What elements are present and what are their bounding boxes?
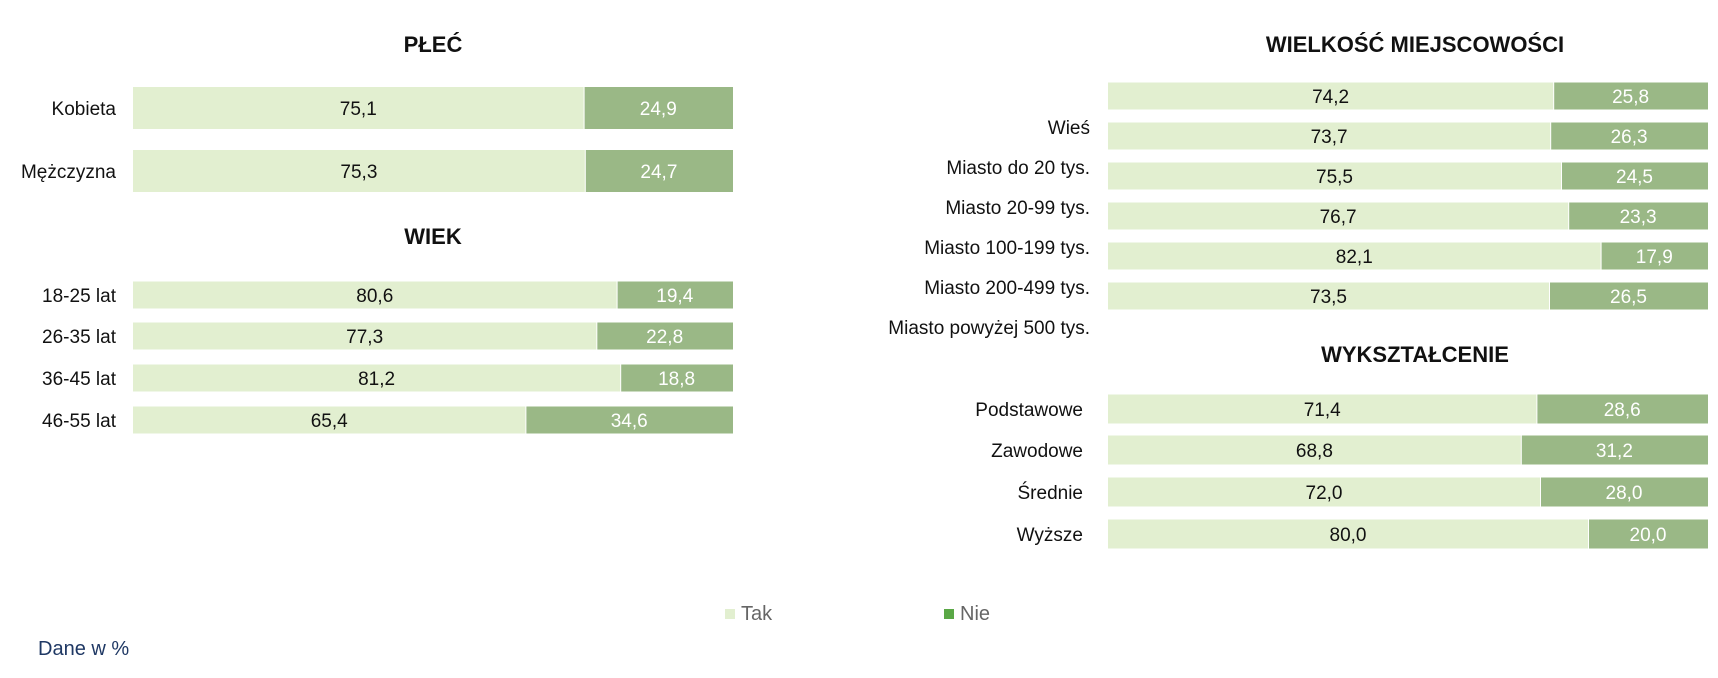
data-label-tak: 65,4 bbox=[311, 411, 348, 432]
legend-label: Tak bbox=[741, 603, 773, 625]
data-label-nie: 19,4 bbox=[656, 286, 693, 307]
category-label: Podstawowe bbox=[975, 400, 1083, 421]
data-label-tak: 73,5 bbox=[1310, 287, 1347, 308]
data-label-tak: 82,1 bbox=[1336, 247, 1373, 268]
bar-segment-nie bbox=[597, 322, 733, 350]
category-label: Wieś bbox=[1048, 118, 1090, 139]
data-label-tak: 68,8 bbox=[1296, 441, 1333, 462]
bar-segment-tak bbox=[1108, 282, 1549, 310]
category-label: 26-35 lat bbox=[42, 327, 117, 348]
category-label: Zawodowe bbox=[991, 441, 1083, 462]
data-label-nie: 24,9 bbox=[640, 99, 677, 120]
panel-title: PŁEĆ bbox=[404, 32, 463, 57]
bar-segment-nie bbox=[584, 87, 733, 129]
data-unit-note: Dane w % bbox=[38, 638, 130, 660]
bar-segment-tak bbox=[1108, 82, 1554, 110]
bar-segment-tak bbox=[1108, 477, 1540, 507]
panel-title: WIELKOŚĆ MIEJSCOWOŚCI bbox=[1266, 32, 1564, 57]
category-label: Kobieta bbox=[52, 99, 117, 120]
data-label-tak: 72,0 bbox=[1306, 483, 1343, 504]
data-label-nie: 20,0 bbox=[1630, 525, 1667, 546]
bar-segment-nie bbox=[526, 406, 733, 434]
category-label: Miasto 20-99 tys. bbox=[945, 198, 1090, 219]
data-label-tak: 81,2 bbox=[358, 369, 395, 390]
bar-segment-nie bbox=[1554, 82, 1708, 110]
bar-segment-nie bbox=[1521, 435, 1708, 465]
data-label-nie: 18,8 bbox=[658, 369, 695, 390]
panel-title: WYKSZTAŁCENIE bbox=[1321, 342, 1509, 367]
bar-segment-tak bbox=[1108, 122, 1551, 150]
data-label-nie: 26,3 bbox=[1611, 127, 1648, 148]
legend-swatch bbox=[725, 609, 735, 619]
data-label-nie: 22,8 bbox=[646, 327, 683, 348]
data-label-nie: 24,7 bbox=[640, 162, 677, 183]
bar-segment-tak bbox=[1108, 202, 1569, 230]
data-label-nie: 17,9 bbox=[1636, 247, 1673, 268]
category-label: 36-45 lat bbox=[42, 369, 117, 390]
data-label-tak: 71,4 bbox=[1304, 400, 1341, 421]
bar-segment-tak bbox=[133, 281, 617, 309]
legend-swatch bbox=[944, 609, 954, 619]
data-label-tak: 75,3 bbox=[340, 162, 377, 183]
bar-segment-tak bbox=[1108, 242, 1601, 270]
bar-segment-nie bbox=[617, 281, 733, 309]
bar-segment-nie bbox=[1551, 122, 1708, 150]
category-label: Miasto powyżej 500 tys. bbox=[888, 318, 1090, 339]
data-label-tak: 73,7 bbox=[1311, 127, 1348, 148]
data-label-nie: 23,3 bbox=[1620, 207, 1657, 228]
data-label-nie: 28,6 bbox=[1604, 400, 1641, 421]
data-label-nie: 31,2 bbox=[1596, 441, 1633, 462]
data-label-nie: 25,8 bbox=[1612, 87, 1649, 108]
bar-segment-nie bbox=[1569, 202, 1708, 230]
category-label: 18-25 lat bbox=[42, 286, 117, 307]
category-label: Miasto do 20 tys. bbox=[946, 158, 1090, 179]
bar-segment-nie bbox=[621, 364, 733, 392]
data-label-nie: 28,0 bbox=[1606, 483, 1643, 504]
bar-segment-tak bbox=[133, 322, 597, 350]
category-label: Miasto 200-499 tys. bbox=[924, 278, 1090, 299]
data-label-nie: 26,5 bbox=[1610, 287, 1647, 308]
bar-segment-nie bbox=[1550, 282, 1708, 310]
bar-segment-nie bbox=[585, 150, 733, 192]
data-label-tak: 76,7 bbox=[1320, 207, 1357, 228]
category-label: 46-55 lat bbox=[42, 411, 117, 432]
category-label: Średnie bbox=[1018, 482, 1084, 504]
bar-segment-tak bbox=[1108, 394, 1537, 424]
category-label: Mężczyzna bbox=[21, 162, 116, 183]
data-label-tak: 74,2 bbox=[1312, 87, 1349, 108]
bar-segment-tak bbox=[1108, 519, 1588, 549]
data-label-tak: 75,1 bbox=[340, 99, 377, 120]
bar-segment-tak bbox=[133, 364, 621, 392]
legend-label: Nie bbox=[960, 603, 990, 625]
category-label: Miasto 100-199 tys. bbox=[924, 238, 1090, 259]
bar-segment-nie bbox=[1537, 394, 1708, 424]
bar-segment-nie bbox=[1562, 162, 1708, 190]
data-label-tak: 75,5 bbox=[1316, 167, 1353, 188]
data-label-nie: 34,6 bbox=[611, 411, 648, 432]
bar-segment-nie bbox=[1589, 519, 1708, 549]
bar-segment-tak bbox=[133, 406, 526, 434]
bar-segment-nie bbox=[1601, 242, 1708, 270]
data-label-nie: 24,5 bbox=[1616, 167, 1653, 188]
panel-title: WIEK bbox=[404, 224, 462, 249]
category-label: Wyższe bbox=[1017, 525, 1083, 546]
bar-segment-tak bbox=[133, 150, 585, 192]
bar-segment-tak bbox=[133, 87, 584, 129]
data-label-tak: 80,0 bbox=[1330, 525, 1367, 546]
data-label-tak: 80,6 bbox=[356, 286, 393, 307]
bar-segment-tak bbox=[1108, 435, 1521, 465]
bar-segment-nie bbox=[1541, 477, 1708, 507]
data-label-tak: 77,3 bbox=[346, 327, 383, 348]
bar-segment-tak bbox=[1108, 162, 1561, 190]
